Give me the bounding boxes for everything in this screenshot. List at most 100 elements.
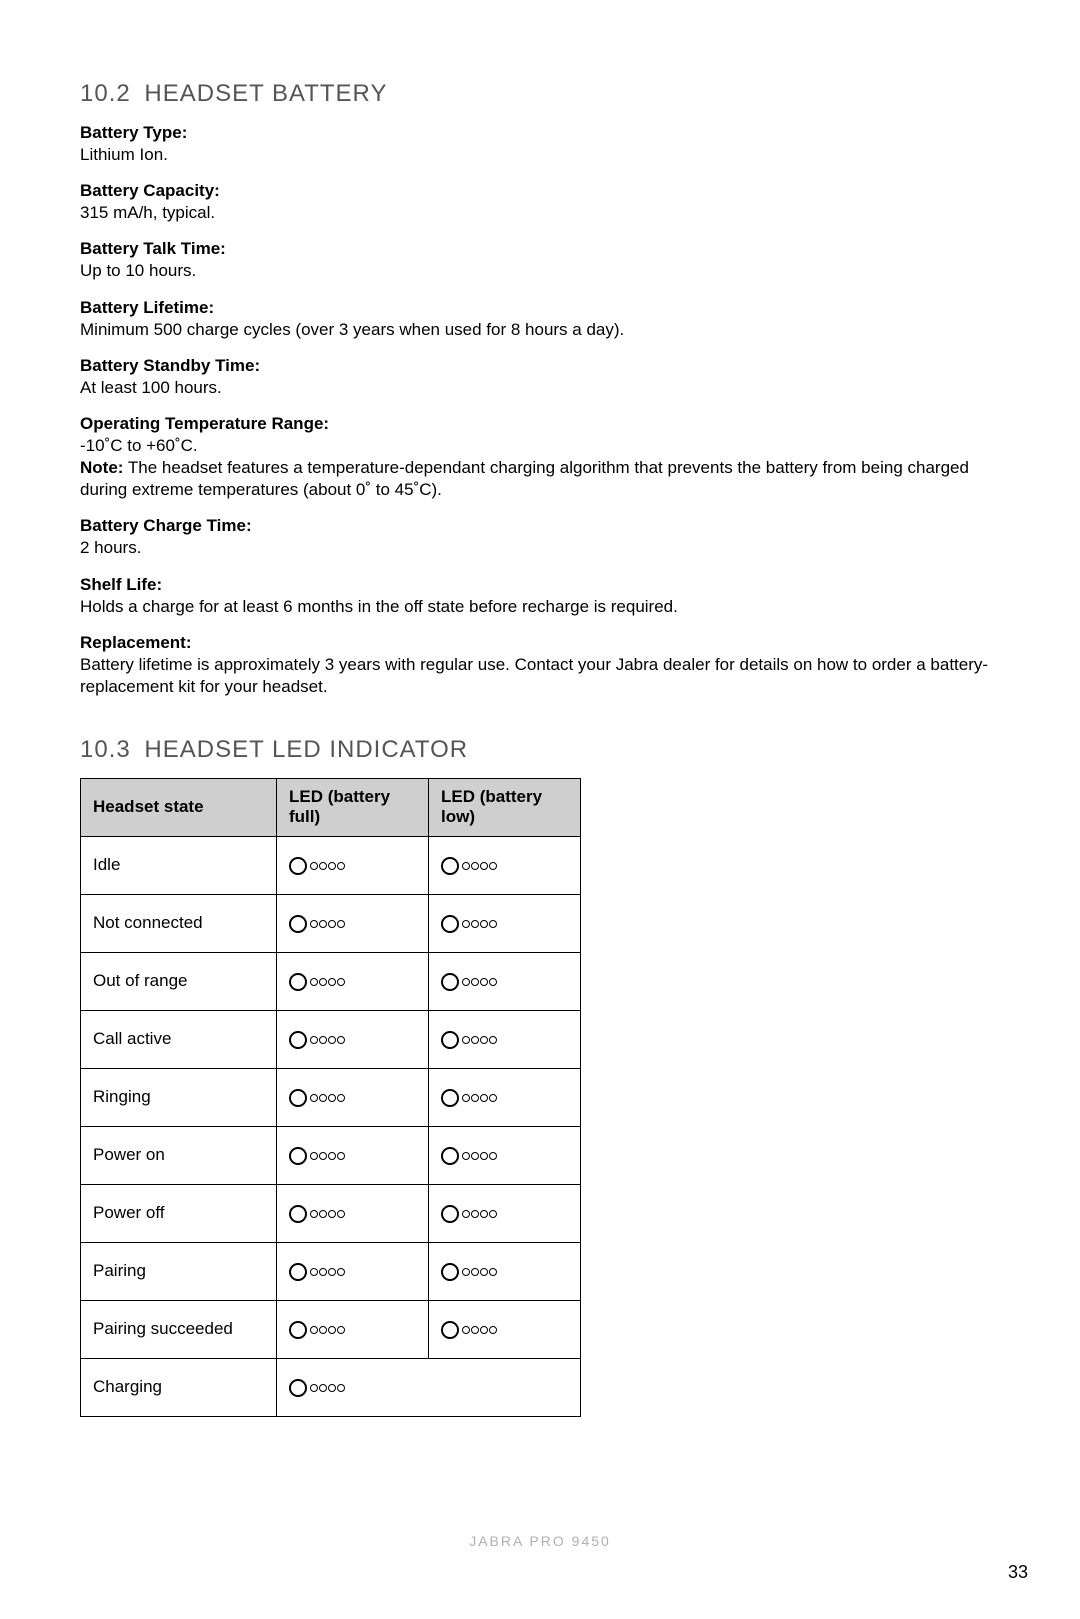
led-big-circle-icon	[441, 1321, 459, 1339]
led-small-circle-icon	[328, 1384, 336, 1392]
led-small-circle-icon	[328, 1152, 336, 1160]
led-small-circle-icon	[328, 1268, 336, 1276]
led-pattern-icon	[441, 971, 497, 990]
led-small-circle-icon	[319, 1268, 327, 1276]
spec-value: Battery lifetime is approximately 3 year…	[80, 654, 1010, 698]
led-small-circle-icon	[319, 862, 327, 870]
led-small-circle-icon	[462, 1152, 470, 1160]
led-big-circle-icon	[289, 1089, 307, 1107]
led-pattern-icon	[289, 913, 345, 932]
spec-block: Operating Temperature Range:-10˚C to +60…	[80, 413, 1010, 501]
manual-page: 10.2 HEADSET BATTERY Battery Type:Lithiu…	[0, 0, 1080, 1619]
spec-block: Replacement:Battery lifetime is approxim…	[80, 632, 1010, 698]
led-pattern-icon	[289, 971, 345, 990]
led-big-circle-icon	[289, 973, 307, 991]
cell-state: Idle	[81, 836, 277, 894]
cell-led-full	[277, 1358, 581, 1416]
led-small-circle-icon	[328, 862, 336, 870]
cell-led-full	[277, 1126, 429, 1184]
spec-block: Battery Charge Time:2 hours.	[80, 515, 1010, 559]
led-small-circle-icon	[337, 862, 345, 870]
led-small-circle-icon	[480, 1036, 488, 1044]
spec-label: Battery Lifetime:	[80, 297, 1010, 319]
led-pattern-icon	[441, 1203, 497, 1222]
led-small-circle-icon	[471, 1326, 479, 1334]
cell-state: Power off	[81, 1184, 277, 1242]
led-pattern-icon	[441, 1145, 497, 1164]
spec-label: Shelf Life:	[80, 574, 1010, 596]
led-big-circle-icon	[289, 857, 307, 875]
cell-led-low	[429, 952, 581, 1010]
led-pattern-icon	[289, 1029, 345, 1048]
led-small-circle-icon	[310, 920, 318, 928]
spec-label: Battery Talk Time:	[80, 238, 1010, 260]
led-small-circle-icon	[319, 1036, 327, 1044]
led-small-circle-icon	[480, 1326, 488, 1334]
table-row: Pairing succeeded	[81, 1300, 581, 1358]
cell-state: Charging	[81, 1358, 277, 1416]
led-small-circle-icon	[471, 1210, 479, 1218]
cell-led-full	[277, 1068, 429, 1126]
cell-led-full	[277, 894, 429, 952]
led-small-circle-icon	[328, 978, 336, 986]
section-title: HEADSET BATTERY	[144, 80, 387, 107]
led-small-circle-icon	[319, 1326, 327, 1334]
led-small-circle-icon	[310, 1152, 318, 1160]
table-row: Ringing	[81, 1068, 581, 1126]
spec-value: Minimum 500 charge cycles (over 3 years …	[80, 319, 1010, 341]
led-small-circle-icon	[489, 1210, 497, 1218]
led-big-circle-icon	[441, 1205, 459, 1223]
led-small-circle-icon	[310, 1326, 318, 1334]
led-big-circle-icon	[441, 1089, 459, 1107]
cell-led-low	[429, 1184, 581, 1242]
spec-label: Battery Type:	[80, 122, 1010, 144]
table-row: Power on	[81, 1126, 581, 1184]
led-pattern-icon	[289, 1377, 345, 1396]
cell-led-low	[429, 836, 581, 894]
led-small-circle-icon	[462, 1210, 470, 1218]
led-small-circle-icon	[337, 1210, 345, 1218]
battery-specs-list: Battery Type:Lithium Ion.Battery Capacit…	[80, 122, 1010, 698]
cell-led-low	[429, 894, 581, 952]
cell-state: Out of range	[81, 952, 277, 1010]
led-big-circle-icon	[441, 915, 459, 933]
spec-value: Holds a charge for at least 6 months in …	[80, 596, 1010, 618]
col-header-full: LED (battery full)	[277, 778, 429, 836]
led-small-circle-icon	[319, 920, 327, 928]
led-small-circle-icon	[462, 1036, 470, 1044]
led-pattern-icon	[289, 855, 345, 874]
led-small-circle-icon	[310, 862, 318, 870]
led-small-circle-icon	[337, 978, 345, 986]
led-small-circle-icon	[489, 978, 497, 986]
led-small-circle-icon	[471, 862, 479, 870]
spec-label: Operating Temperature Range:	[80, 413, 1010, 435]
spec-block: Battery Standby Time:At least 100 hours.	[80, 355, 1010, 399]
led-small-circle-icon	[489, 1268, 497, 1276]
spec-label: Battery Standby Time:	[80, 355, 1010, 377]
led-pattern-icon	[441, 1029, 497, 1048]
spec-value: Up to 10 hours.	[80, 260, 1010, 282]
table-row: Not connected	[81, 894, 581, 952]
spec-label: Battery Charge Time:	[80, 515, 1010, 537]
led-small-circle-icon	[489, 1152, 497, 1160]
led-small-circle-icon	[337, 1152, 345, 1160]
cell-led-full	[277, 952, 429, 1010]
led-big-circle-icon	[289, 1147, 307, 1165]
led-big-circle-icon	[289, 1263, 307, 1281]
led-pattern-icon	[441, 1261, 497, 1280]
led-pattern-icon	[441, 913, 497, 932]
cell-led-full	[277, 1242, 429, 1300]
led-big-circle-icon	[289, 1321, 307, 1339]
led-small-circle-icon	[328, 1210, 336, 1218]
led-small-circle-icon	[471, 1152, 479, 1160]
table-row: Power off	[81, 1184, 581, 1242]
cell-led-low	[429, 1126, 581, 1184]
led-small-circle-icon	[471, 1036, 479, 1044]
cell-led-full	[277, 1010, 429, 1068]
spec-label: Replacement:	[80, 632, 1010, 654]
led-pattern-icon	[441, 1087, 497, 1106]
led-big-circle-icon	[289, 1031, 307, 1049]
led-small-circle-icon	[319, 978, 327, 986]
led-small-circle-icon	[328, 1094, 336, 1102]
led-small-circle-icon	[319, 1384, 327, 1392]
